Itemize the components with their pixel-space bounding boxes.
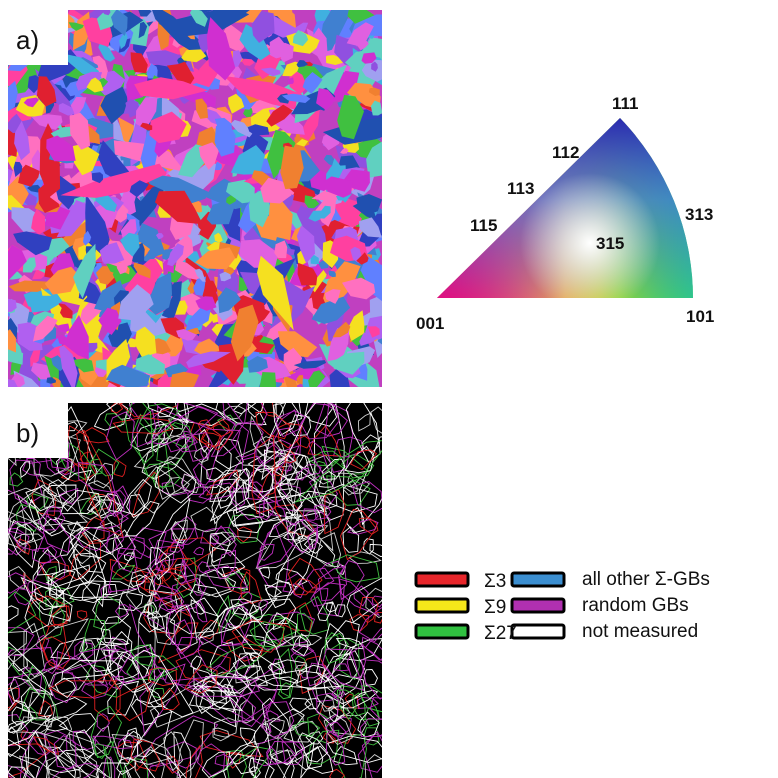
legend-label: random GBs xyxy=(582,595,689,616)
legend-swatch xyxy=(416,573,468,586)
legend-swatch xyxy=(512,625,564,638)
legend-swatch xyxy=(416,599,468,612)
direction-label: 111 xyxy=(612,94,639,113)
direction-label: 315 xyxy=(596,234,624,253)
legend-swatch xyxy=(512,599,564,612)
direction-label: 112 xyxy=(552,143,579,162)
direction-label: 113 xyxy=(507,179,534,198)
panel-label: a) xyxy=(16,25,39,55)
legend-swatch xyxy=(512,573,564,586)
legend-label: Σ9 xyxy=(484,597,506,618)
grain xyxy=(170,372,199,393)
direction-label: 101 xyxy=(686,307,714,326)
legend: Σ3 Σ9 Σ27 all other Σ-GBs random GBs not… xyxy=(416,569,710,644)
direction-label: 001 xyxy=(416,314,444,333)
direction-label: 115 xyxy=(470,216,497,235)
legend-label: all other Σ-GBs xyxy=(582,569,710,590)
figure: a) b) 111 112 113 115 313 315 001 101 Σ3… xyxy=(0,0,778,778)
legend-label: Σ3 xyxy=(484,571,506,592)
color-key-triangle xyxy=(430,110,700,305)
panel-label: b) xyxy=(16,418,39,448)
legend-label: not measured xyxy=(582,621,698,642)
legend-swatch xyxy=(416,625,468,638)
direction-label: 313 xyxy=(685,205,713,224)
legend-label: Σ27 xyxy=(484,623,517,644)
